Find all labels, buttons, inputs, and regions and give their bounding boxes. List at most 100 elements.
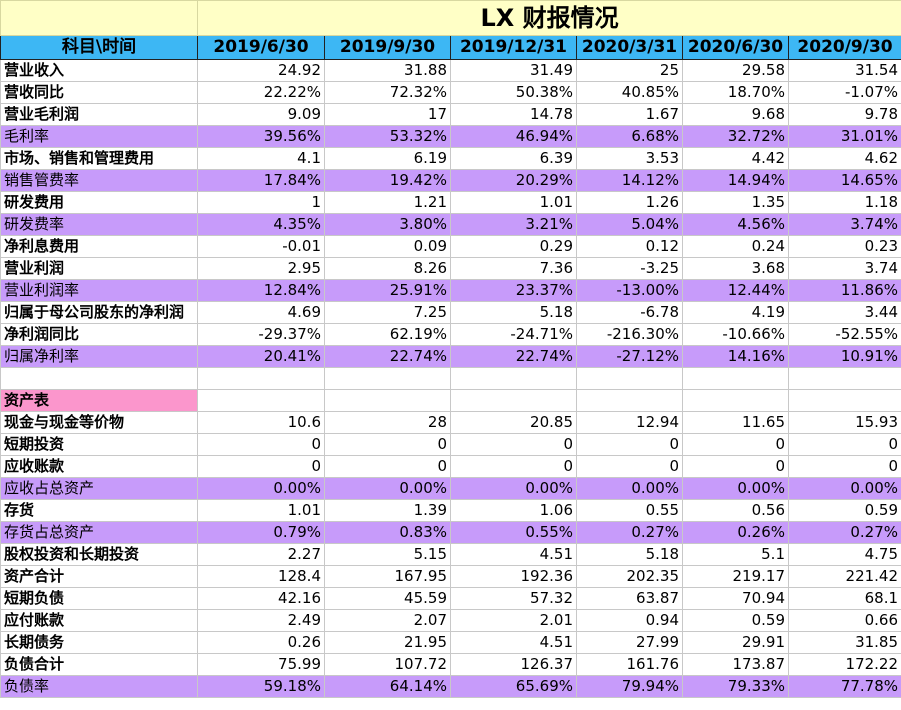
value-cell[interactable]: 31.49 [450, 59, 577, 82]
value-cell[interactable]: 21.95 [324, 631, 451, 654]
row-label-cell[interactable]: 资产合计 [0, 565, 198, 588]
value-cell[interactable]: 161.76 [576, 653, 683, 676]
value-cell[interactable]: 0.56 [682, 499, 789, 522]
value-cell[interactable]: 25.91% [324, 279, 451, 302]
empty-cell[interactable] [324, 367, 451, 390]
section-label-cell[interactable]: 资产表 [0, 389, 198, 412]
value-cell[interactable]: 17 [324, 103, 451, 126]
value-cell[interactable]: 2.27 [197, 543, 325, 566]
value-cell[interactable]: 6.39 [450, 147, 577, 170]
value-cell[interactable]: 173.87 [682, 653, 789, 676]
value-cell[interactable]: 0.94 [576, 609, 683, 632]
value-cell[interactable]: 22.74% [450, 345, 577, 368]
value-cell[interactable]: 22.22% [197, 81, 325, 104]
row-label-cell[interactable]: 净利润同比 [0, 323, 198, 346]
value-cell[interactable]: 0.00% [576, 477, 683, 500]
value-cell[interactable]: 0 [682, 455, 789, 478]
value-cell[interactable]: 2.49 [197, 609, 325, 632]
value-cell[interactable]: 4.51 [450, 543, 577, 566]
value-cell[interactable]: 29.91 [682, 631, 789, 654]
value-cell[interactable]: 0 [197, 433, 325, 456]
value-cell[interactable]: 1.35 [682, 191, 789, 214]
value-cell[interactable]: 202.35 [576, 565, 683, 588]
value-cell[interactable]: 0 [324, 433, 451, 456]
value-cell[interactable]: -13.00% [576, 279, 683, 302]
value-cell[interactable]: -216.30% [576, 323, 683, 346]
value-cell[interactable]: 3.74 [787, 257, 901, 280]
value-cell[interactable]: 192.36 [450, 565, 577, 588]
value-cell[interactable]: 0.26% [682, 521, 789, 544]
value-cell[interactable]: 172.22 [787, 653, 901, 676]
value-cell[interactable]: 4.51 [450, 631, 577, 654]
row-label-cell[interactable]: 归属净利率 [0, 345, 198, 368]
value-cell[interactable]: 10.91% [787, 345, 901, 368]
value-cell[interactable]: 5.18 [576, 543, 683, 566]
value-cell[interactable]: 14.12% [576, 169, 683, 192]
value-cell[interactable]: 64.14% [324, 675, 451, 698]
value-cell[interactable]: 2.01 [450, 609, 577, 632]
value-cell[interactable]: 20.85 [450, 411, 577, 434]
row-label-cell[interactable]: 长期债务 [0, 631, 198, 654]
value-cell[interactable]: 23.37% [450, 279, 577, 302]
value-cell[interactable]: 0.55% [450, 521, 577, 544]
value-cell[interactable]: -6.78 [576, 301, 683, 324]
empty-cell[interactable] [787, 367, 901, 390]
value-cell[interactable]: 39.56% [197, 125, 325, 148]
value-cell[interactable]: 31.88 [324, 59, 451, 82]
row-label-cell[interactable]: 营业收入 [0, 59, 198, 82]
value-cell[interactable]: 27.99 [576, 631, 683, 654]
value-cell[interactable]: 15.93 [787, 411, 901, 434]
value-cell[interactable]: 53.32% [324, 125, 451, 148]
value-cell[interactable]: -10.66% [682, 323, 789, 346]
row-label-cell[interactable]: 短期负债 [0, 587, 198, 610]
value-cell[interactable]: 0 [682, 433, 789, 456]
value-cell[interactable]: 221.42 [787, 565, 901, 588]
value-cell[interactable]: 5.04% [576, 213, 683, 236]
value-cell[interactable]: 1.01 [450, 191, 577, 214]
value-cell[interactable]: 5.15 [324, 543, 451, 566]
row-label-cell[interactable]: 存货占总资产 [0, 521, 198, 544]
value-cell[interactable]: -52.55% [787, 323, 901, 346]
value-cell[interactable]: 0.00% [197, 477, 325, 500]
value-cell[interactable]: 7.25 [324, 301, 451, 324]
value-cell[interactable]: 20.41% [197, 345, 325, 368]
value-cell[interactable]: 32.72% [682, 125, 789, 148]
value-cell[interactable]: 8.26 [324, 257, 451, 280]
value-cell[interactable]: 126.37 [450, 653, 577, 676]
value-cell[interactable]: -27.12% [576, 345, 683, 368]
value-cell[interactable]: 25 [576, 59, 683, 82]
value-cell[interactable]: 18.70% [682, 81, 789, 104]
value-cell[interactable]: 9.78 [787, 103, 901, 126]
value-cell[interactable]: 17.84% [197, 169, 325, 192]
value-cell[interactable]: 50.38% [450, 81, 577, 104]
value-cell[interactable]: 20.29% [450, 169, 577, 192]
value-cell[interactable]: 0.27% [576, 521, 683, 544]
value-cell[interactable]: 3.80% [324, 213, 451, 236]
value-cell[interactable]: 40.85% [576, 81, 683, 104]
value-cell[interactable]: -29.37% [197, 323, 325, 346]
empty-cell[interactable] [197, 367, 325, 390]
value-cell[interactable]: 0.24 [682, 235, 789, 258]
value-cell[interactable]: 12.84% [197, 279, 325, 302]
value-cell[interactable]: 0 [787, 433, 901, 456]
value-cell[interactable]: 0 [576, 433, 683, 456]
empty-cell[interactable] [682, 367, 789, 390]
header-first-cell[interactable]: 科目\时间 [0, 35, 198, 60]
value-cell[interactable]: 57.32 [450, 587, 577, 610]
value-cell[interactable]: 11.86% [787, 279, 901, 302]
value-cell[interactable]: 3.68 [682, 257, 789, 280]
row-label-cell[interactable]: 现金与现金等价物 [0, 411, 198, 434]
value-cell[interactable]: 19.42% [324, 169, 451, 192]
value-cell[interactable]: 167.95 [324, 565, 451, 588]
value-cell[interactable]: 0.29 [450, 235, 577, 258]
value-cell[interactable]: 0 [324, 455, 451, 478]
value-cell[interactable]: 0.23 [787, 235, 901, 258]
row-label-cell[interactable]: 应收账款 [0, 455, 198, 478]
value-cell[interactable]: 79.94% [576, 675, 683, 698]
value-cell[interactable]: 12.94 [576, 411, 683, 434]
value-cell[interactable]: 0.00% [324, 477, 451, 500]
value-cell[interactable]: 1 [197, 191, 325, 214]
value-cell[interactable]: 4.42 [682, 147, 789, 170]
value-cell[interactable]: 4.69 [197, 301, 325, 324]
header-date-cell[interactable]: 2019/6/30 [197, 35, 325, 60]
